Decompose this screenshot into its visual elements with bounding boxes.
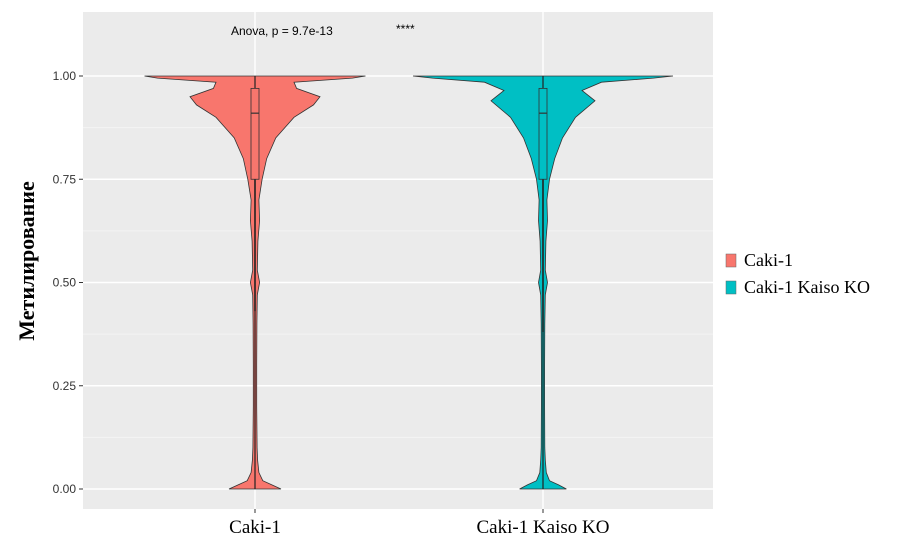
x-axis-ticks: Caki-1 Caki-1 Kaiso KO [229, 509, 609, 538]
anova-annotation: Anova, p = 9.7e-13 [231, 24, 333, 38]
y-tick-label: 0.25 [53, 379, 77, 393]
legend-key [725, 253, 737, 268]
box-iqr [538, 87, 548, 180]
y-tick-label: 0.50 [53, 276, 77, 290]
significance-stars: **** [396, 22, 415, 36]
x-tick-label: Caki-1 [229, 517, 281, 538]
y-tick-label: 0.75 [53, 172, 77, 186]
box-iqr [250, 87, 260, 180]
y-axis-label: Метилирование [14, 181, 39, 341]
legend-label: Caki-1 Kaiso KO [744, 277, 870, 297]
x-tick-label: Caki-1 Kaiso KO [477, 517, 610, 538]
violins [144, 75, 674, 490]
y-tick-label: 0.00 [53, 482, 77, 496]
plot-panel [83, 12, 713, 509]
legend: Caki-1 Caki-1 Kaiso KO [725, 250, 870, 297]
y-tick-label: 1.00 [53, 69, 77, 83]
legend-key [725, 280, 737, 295]
legend-label: Caki-1 [744, 250, 793, 270]
y-axis-ticks: 0.00 0.25 0.50 0.75 1.00 [53, 69, 83, 496]
